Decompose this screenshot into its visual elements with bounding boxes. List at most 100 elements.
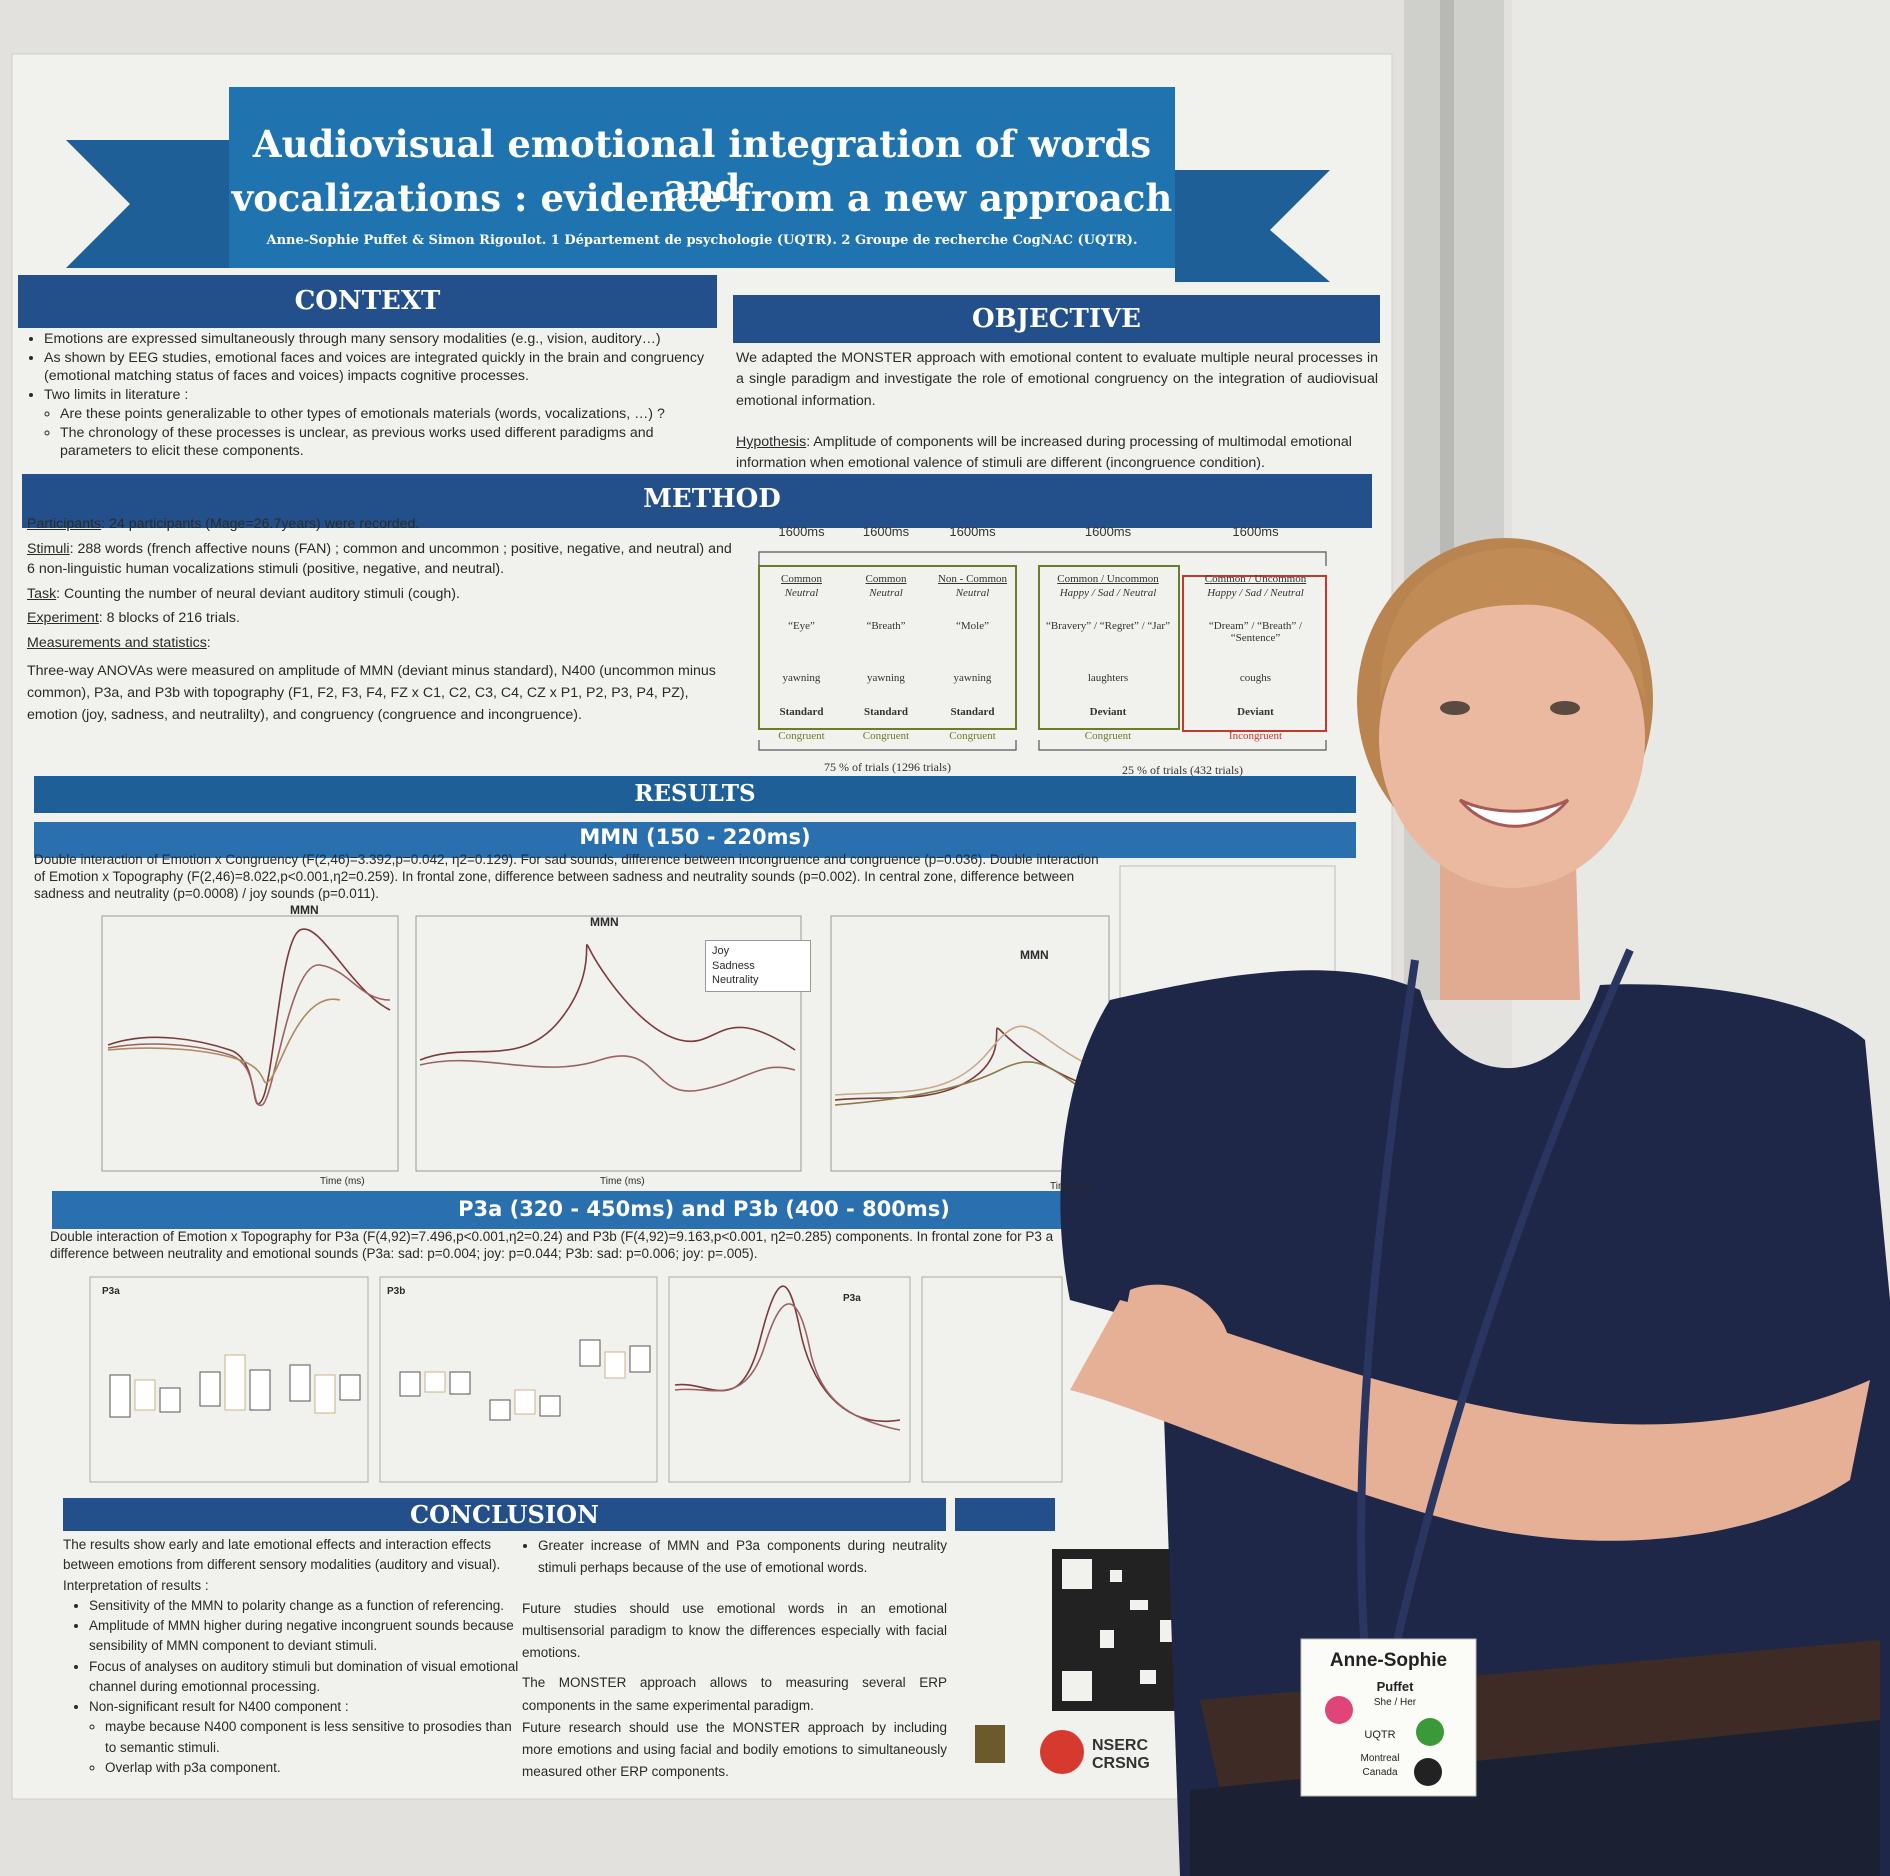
legend-entry: Joy xyxy=(712,945,730,957)
authors: Anne-Sophie Puffet & Simon Rigoulot. 1 D… xyxy=(266,233,1138,248)
paradigm-duration: 1600ms xyxy=(862,524,910,539)
bullet: Two limits in literature :Are these poin… xyxy=(44,386,718,461)
paradigm-emotion: Neutral xyxy=(869,587,903,599)
paradigm-word: “Eye” xyxy=(788,620,815,632)
method-value: : xyxy=(206,634,211,651)
paradigm-type: Common xyxy=(865,573,907,585)
paradigm xyxy=(758,551,1327,751)
paradigm-word: “Bravery” / “Regret” / “Jar” xyxy=(1046,620,1170,632)
interpretation: Interpretation of results : xyxy=(63,1577,209,1593)
hypothesis-text: : Amplitude of components will be increa… xyxy=(736,434,1352,472)
method-value: : 8 blocks of 216 trials. xyxy=(98,610,240,627)
method-item: Participants: 24 participants (Mage=26.7… xyxy=(27,514,739,535)
results-bar xyxy=(34,776,1356,813)
bullet: Greater increase of MMN and P3a componen… xyxy=(538,1535,947,1580)
bullet: Non-significant result for N400 componen… xyxy=(89,1697,523,1778)
badge xyxy=(1300,1638,1477,1797)
paradigm-word: “Mole” xyxy=(956,620,989,632)
bar-fragment xyxy=(955,1498,1055,1531)
sub-bullet: Overlap with p3a component. xyxy=(105,1758,523,1778)
conclusion-left: The results show early and late emotiona… xyxy=(63,1535,523,1778)
chart-title: MMN xyxy=(290,903,319,917)
uqtr-logo xyxy=(975,1725,1005,1763)
paradigm-type: Non - Common xyxy=(937,573,1008,585)
conclusion-list-right: Greater increase of MMN and P3a componen… xyxy=(522,1535,947,1580)
bullet: Focus of analyses on auditory stimuli bu… xyxy=(89,1657,523,1698)
objective-text: We adapted the MONSTER approach with emo… xyxy=(736,350,1378,409)
paragraph: Future research should use the MONSTER a… xyxy=(522,1719,947,1780)
context-list: Emotions are expressed simultaneously th… xyxy=(28,330,718,461)
section-heading: OBJECTIVE xyxy=(972,304,1141,334)
method-item: Stimuli: 288 words (french affective nou… xyxy=(27,539,739,580)
sub-bullet: Are these points generalizable to other … xyxy=(60,405,718,424)
panel-label: P3a xyxy=(102,1286,120,1297)
sub-list: Are these points generalizable to other … xyxy=(44,405,718,461)
section-heading: vocalizations : evidence from a new appr… xyxy=(231,176,1173,220)
paradigm-sound: laughters xyxy=(1087,672,1129,684)
bullet: Amplitude of MMN higher during negative … xyxy=(89,1616,523,1657)
bullet: Sensitivity of the MMN to polarity chang… xyxy=(89,1596,523,1616)
method-label: Task xyxy=(27,585,57,602)
panel-label: P3b xyxy=(387,1286,406,1297)
paradigm-role: Standard xyxy=(779,706,824,718)
method-item: Task: Counting the number of neural devi… xyxy=(27,584,739,605)
section-heading: CONTEXT xyxy=(294,286,441,316)
nserc-logo xyxy=(1040,1730,1084,1774)
method-item: Measurements and statistics: xyxy=(27,633,739,654)
paradigm-condition: Congruent xyxy=(778,730,825,742)
chart-title: MMN xyxy=(1020,948,1049,962)
analysis: Three-way ANOVAs were measured on amplit… xyxy=(27,662,716,723)
standard-share: 75 % of trials (1296 trials) xyxy=(824,760,951,774)
paradigm-type: Common / Uncommon xyxy=(1204,573,1307,585)
qr-pattern xyxy=(1062,1559,1172,1701)
paradigm-sound: yawning xyxy=(867,672,905,684)
ribbon-left xyxy=(66,140,229,268)
paradigm-sound: yawning xyxy=(953,672,992,684)
sub-bullet: maybe because N400 component is less sen… xyxy=(105,1717,523,1758)
paradigm-condition: Congruent xyxy=(862,730,910,742)
paradigm-duration: 1600ms xyxy=(1232,524,1279,539)
bullet: Emotions are expressed simultaneously th… xyxy=(44,330,718,349)
method-item: Experiment: 8 blocks of 216 trials. xyxy=(27,608,739,629)
conclusion-right: Greater increase of MMN and P3a componen… xyxy=(522,1535,947,1784)
section-heading: P3a (320 - 450ms) and P3b (400 - 800ms) xyxy=(458,1197,950,1221)
badge-text: Canada xyxy=(1362,1767,1398,1778)
method-label: Experiment xyxy=(27,610,99,627)
panel-label: P3a xyxy=(843,1293,861,1304)
paradigm-condition: Congruent xyxy=(949,730,996,742)
paradigm-word: “Dream” / “Breath” / “Sentence” xyxy=(1208,620,1303,644)
paradigm-role: Deviant xyxy=(1089,706,1127,718)
paradigm-duration: 1600ms xyxy=(778,524,825,539)
hypothesis-label: Hypothesis xyxy=(736,434,807,450)
method-label: Measurements and statistics xyxy=(27,634,207,651)
badge-text: Puffet xyxy=(1376,1679,1414,1694)
chart-title: MMN xyxy=(590,915,619,929)
paradigm-condition: Congruent xyxy=(1084,730,1132,742)
paragraph: Future studies should use emotional word… xyxy=(522,1600,947,1661)
conclusion-intro: The results show early and late emotiona… xyxy=(63,1537,501,1573)
paragraph: The MONSTER approach allows to measuring… xyxy=(522,1675,947,1713)
paradigm-emotion: Neutral xyxy=(784,587,819,599)
paradigm-role: Standard xyxy=(950,706,995,718)
erp-charts xyxy=(101,865,1336,1172)
chart-legend: Joy Sadness Neutrality xyxy=(705,940,811,992)
badge-text: Anne-Sophie xyxy=(1329,1650,1448,1671)
axis-label: Time (ms) xyxy=(600,1176,645,1187)
paradigm-sound: yawning xyxy=(782,672,821,684)
bullet: As shown by EEG studies, emotional faces… xyxy=(44,349,718,386)
sub-bullet: The chronology of these processes is unc… xyxy=(60,424,718,461)
badge-text: She / Her xyxy=(1373,1697,1417,1708)
paradigm-duration: 1600ms xyxy=(949,524,996,539)
legend-entry: Neutrality xyxy=(712,974,759,987)
paradigm-condition: Incongruent xyxy=(1228,730,1283,742)
boxplots xyxy=(89,1276,1063,1483)
title-banner xyxy=(229,87,1175,268)
badge-text: UQTR xyxy=(1364,1729,1396,1741)
method-label: Stimuli xyxy=(27,540,70,557)
section-heading: RESULTS xyxy=(634,780,756,807)
method-text: Participants: 24 participants (Mage=26.7… xyxy=(27,514,739,726)
mmn-text: Double interaction of Emotion x Congruen… xyxy=(34,852,1099,901)
logo-text: CRSNG xyxy=(1092,1755,1150,1772)
